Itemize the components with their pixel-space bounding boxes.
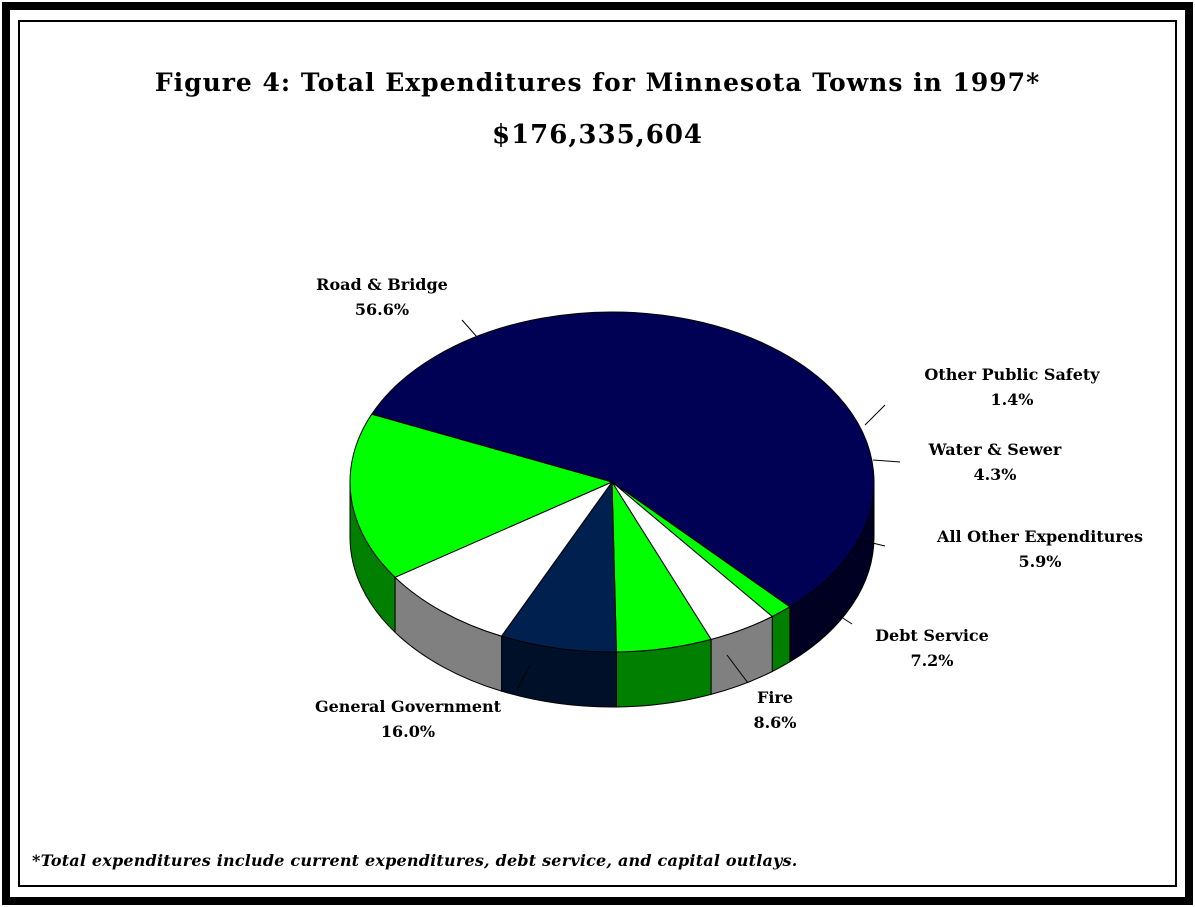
pie-top-faces <box>349 311 875 653</box>
label-other-public-safety: Other Public Safety <box>924 365 1100 384</box>
slice-labels: Road & Bridge 56.6% Other Public Safety 1.4… <box>315 275 1143 741</box>
label-all-other-expenditures: All Other Expenditures <box>936 527 1143 546</box>
leader-line-other-public-safety <box>864 404 886 426</box>
chart-title: Figure 4: Total Expenditures for Minneso… <box>154 68 1041 97</box>
percent-debt-service: 7.2% <box>910 651 953 670</box>
label-debt-service: Debt Service <box>875 626 989 645</box>
percent-water-and-sewer: 4.3% <box>973 465 1016 484</box>
label-fire: Fire <box>757 688 793 707</box>
leader-line-water-and-sewer <box>872 459 901 463</box>
leader-line-road-and-bridge <box>461 319 478 338</box>
chart-subtitle: $176,335,604 <box>491 120 703 150</box>
side-wall-other-public-safety <box>771 605 791 673</box>
percent-general-government: 16.0% <box>381 722 435 741</box>
slice-fire <box>394 480 614 637</box>
slice-general-government <box>349 413 614 578</box>
slice-debt-service <box>500 480 617 653</box>
leader-line-general-government <box>516 664 531 691</box>
leader-line-all-other-expenditures <box>859 539 886 547</box>
label-general-government: General Government <box>315 697 502 716</box>
percent-other-public-safety: 1.4% <box>990 390 1033 409</box>
footnote: *Total expenditures include current expe… <box>32 851 798 870</box>
leader-line-fire <box>726 654 749 684</box>
slice-road-and-bridge <box>370 311 875 608</box>
leader-line-debt-service <box>819 602 853 625</box>
percent-fire: 8.6% <box>753 713 796 732</box>
percent-all-other-expenditures: 5.9% <box>1018 552 1061 571</box>
label-water-and-sewer: Water & Sewer <box>928 440 1062 459</box>
label-road-and-bridge: Road & Bridge <box>316 275 448 294</box>
percent-road-and-bridge: 56.6% <box>355 300 409 319</box>
inner-frame <box>18 20 1177 887</box>
